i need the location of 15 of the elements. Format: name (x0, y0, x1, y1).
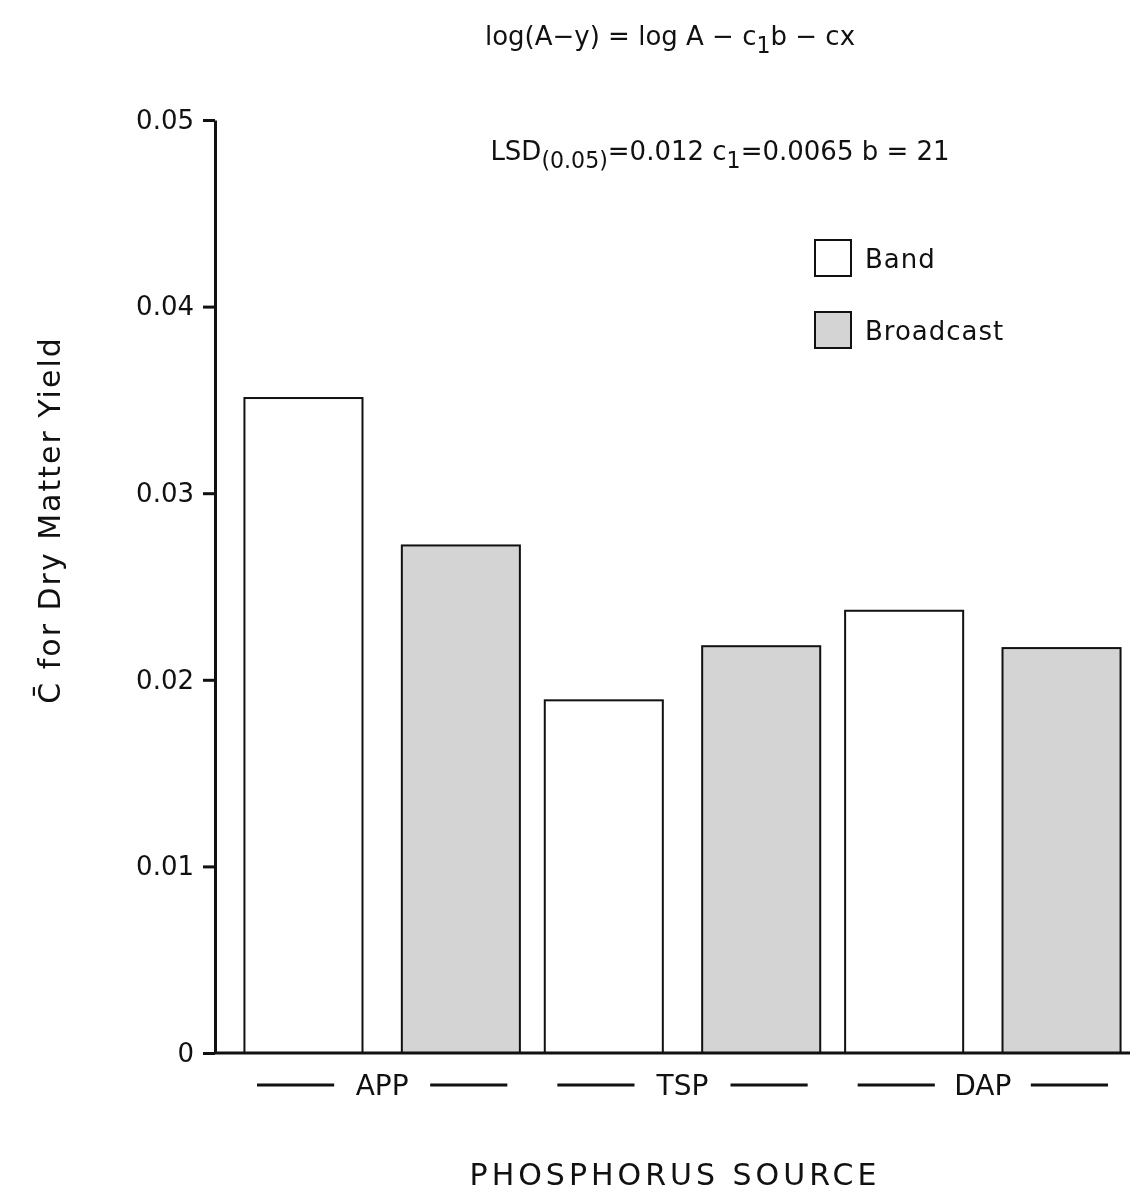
y-tick-label: 0.03 (136, 478, 194, 509)
y-axis-title: C̄ for Dry Matter Yield (31, 336, 67, 704)
y-tick-label: 0.01 (136, 851, 194, 882)
chart-title: log(A−y) = log A − c$_{1}$b − cx (484, 21, 856, 58)
y-tick-label: 0.05 (136, 104, 194, 135)
y-tick-label: 0 (177, 1037, 194, 1068)
x-tick-label: APP (355, 1069, 409, 1102)
x-tick-label: TSP (655, 1069, 709, 1102)
legend-label: Broadcast (865, 316, 1005, 346)
y-tick-label: 0.02 (136, 664, 194, 695)
x-axis-title: PHOSPHORUS SOURCE (469, 1157, 881, 1192)
y-tick-label: 0.04 (136, 291, 194, 322)
annotation: LSD$_{(0.05)}$=0.012 c$_{1}$=0.0065 b = 21 (490, 136, 950, 173)
x-tick-label: DAP (954, 1069, 1012, 1102)
legend-label: Band (865, 244, 936, 274)
